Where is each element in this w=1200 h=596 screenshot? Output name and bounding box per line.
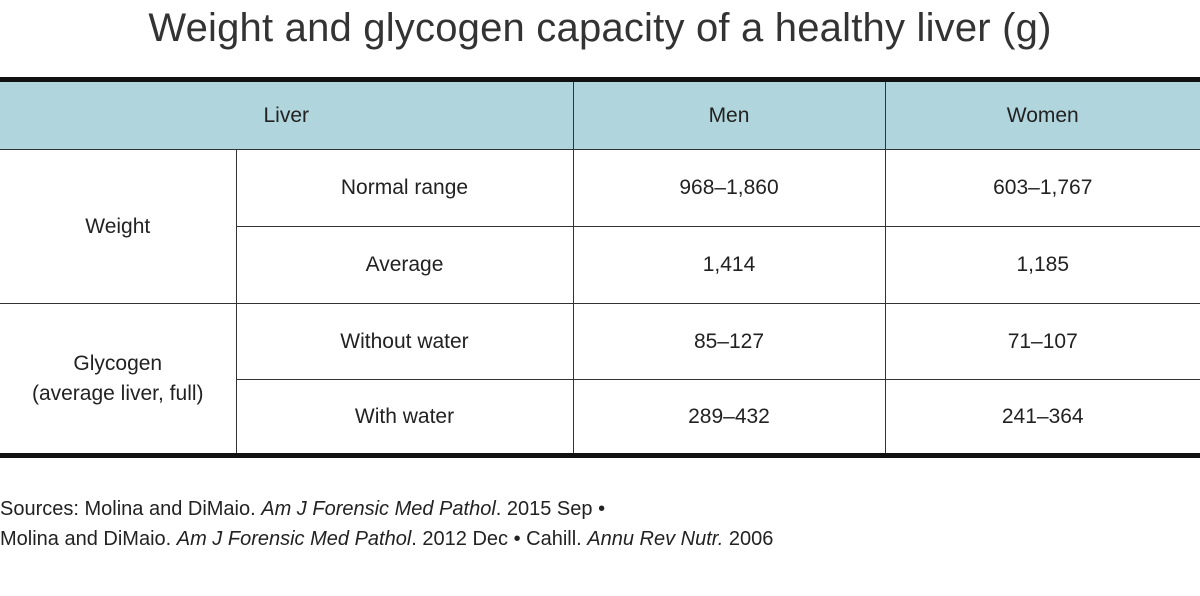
cell-women: 1,185 — [884, 226, 1200, 304]
group-label-line1: Glycogen — [73, 351, 163, 375]
table-row: Weight Normal range 968–1,860 603–1,767 — [0, 149, 1200, 238]
cell-women: 241–364 — [884, 379, 1200, 453]
header-row: Liver Men Women — [0, 82, 1200, 150]
sources-text: Molina and DiMaio. — [0, 528, 177, 550]
row-label: Without water — [235, 303, 573, 380]
table-row: With water 289–432 241–364 — [0, 379, 1200, 453]
table-row: Average 1,414 1,185 — [0, 226, 1200, 304]
header-liver: Liver — [0, 82, 573, 150]
row-label: Average — [235, 226, 573, 304]
page-title: Weight and glycogen capacity of a health… — [148, 6, 1052, 50]
cell-men: 968–1,860 — [572, 149, 885, 227]
liver-table: Liver Men Women Weight Normal range 968–… — [0, 77, 1200, 458]
journal-name: Am J Forensic Med Pathol — [176, 528, 412, 550]
header-men: Men — [572, 82, 885, 150]
data-table: Liver Men Women Weight Normal range 968–… — [0, 82, 1200, 453]
group-label-line2: (average liver, full) — [31, 381, 204, 405]
cell-women: 71–107 — [884, 303, 1200, 380]
table-row: Glycogen (average liver, full) Without w… — [0, 303, 1200, 453]
group-label-glycogen: Glycogen (average liver, full) — [0, 303, 236, 453]
header-women: Women — [884, 82, 1200, 150]
sources-text: . 2015 Sep • — [495, 498, 606, 520]
cell-men: 1,414 — [572, 226, 885, 304]
row-label: Normal range — [235, 149, 573, 227]
sources-line1: Sources: Molina and DiMaio. Am J Forensi… — [0, 494, 1200, 524]
journal-name: Annu Rev Nutr. — [587, 528, 724, 550]
sources-text: 2006 — [723, 528, 774, 550]
sources-text: Sources: Molina and DiMaio. — [0, 498, 262, 520]
sources-line2: Molina and DiMaio. Am J Forensic Med Pat… — [0, 524, 1200, 554]
row-label: With water — [235, 379, 573, 453]
cell-men: 85–127 — [572, 303, 885, 380]
sources-note: Sources: Molina and DiMaio. Am J Forensi… — [0, 494, 1200, 554]
journal-name: Am J Forensic Med Pathol — [261, 498, 496, 520]
sources-text: . 2012 Dec • Cahill. — [411, 528, 588, 550]
group-label-weight: Weight — [85, 214, 151, 238]
cell-men: 289–432 — [572, 379, 885, 453]
cell-women: 603–1,767 — [884, 149, 1200, 227]
